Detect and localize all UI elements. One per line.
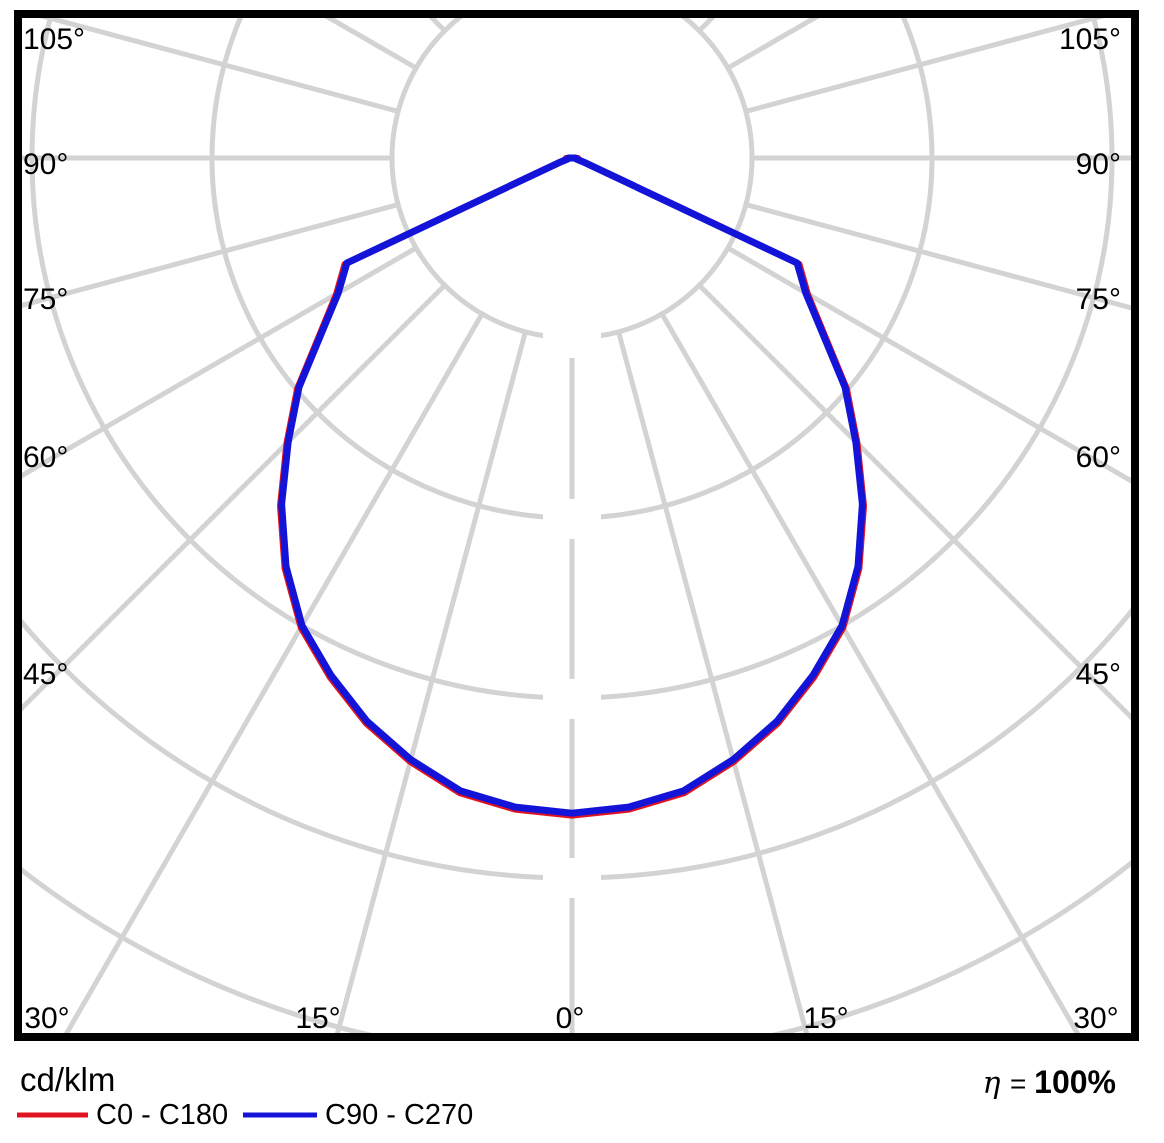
angle-labels: 105° 105° 90° 90° 75° 75° 60° 60° 45° 45° 30° 15° 0°…	[23, 23, 1121, 1035]
angle-label-left: 90°	[23, 148, 68, 181]
angle-label-bottom: 30°	[24, 1002, 69, 1035]
angle-label-right: 60°	[1076, 441, 1121, 474]
angle-label-left: 60°	[23, 441, 68, 474]
grid-ray	[745, 18, 1105, 114]
angle-label-right: 45°	[1076, 658, 1121, 691]
grid-ray	[0, 0, 482, 2]
legend-label-c0-c180: C0 - C180	[96, 1099, 228, 1131]
plot-border	[14, 10, 1139, 1041]
legend-label-c90-c270: C90 - C270	[325, 1099, 473, 1131]
curve-c90-c270	[278, 154, 866, 817]
grid-ray	[697, 283, 1131, 721]
grid-ray	[659, 312, 1081, 1033]
grid-ray	[22, 245, 418, 479]
intensity-curves	[277, 154, 867, 819]
grid-ring	[22, 607, 1131, 881]
grid-ray	[616, 331, 810, 1033]
angle-label-bottom: 15°	[803, 1002, 848, 1035]
angle-label-bottom: 15°	[295, 1002, 340, 1035]
grid-ray	[662, 0, 1164, 2]
radial-tick-masks	[543, 318, 601, 898]
radial-tick-mask	[543, 679, 601, 719]
angle-label-right: 105°	[1059, 23, 1121, 56]
grid-ray	[22, 283, 447, 712]
grid-ray	[39, 18, 399, 114]
angle-label-right: 75°	[1076, 283, 1121, 316]
angle-label-left: 45°	[23, 658, 68, 691]
grid-ray	[22, 202, 399, 308]
grid-ray	[63, 312, 485, 1033]
radial-tick-mask	[543, 858, 601, 898]
grid-ray	[726, 245, 1131, 484]
angle-label-left: 105°	[23, 23, 85, 56]
angle-label-right: 90°	[1076, 148, 1121, 181]
angle-label-left: 75°	[23, 283, 68, 316]
angle-label-bottom: 30°	[1073, 1002, 1118, 1035]
efficiency-label: η = 100%	[983, 1064, 1117, 1101]
grid-ray	[745, 202, 1131, 311]
units-label: cd/klm	[20, 1061, 115, 1098]
grid-ray	[334, 331, 528, 1033]
legend: C0 - C180 C90 - C270	[17, 1099, 473, 1131]
radial-tick-mask	[543, 499, 601, 539]
radial-tick-mask	[543, 318, 601, 358]
angle-label-bottom: 0°	[556, 1002, 585, 1035]
